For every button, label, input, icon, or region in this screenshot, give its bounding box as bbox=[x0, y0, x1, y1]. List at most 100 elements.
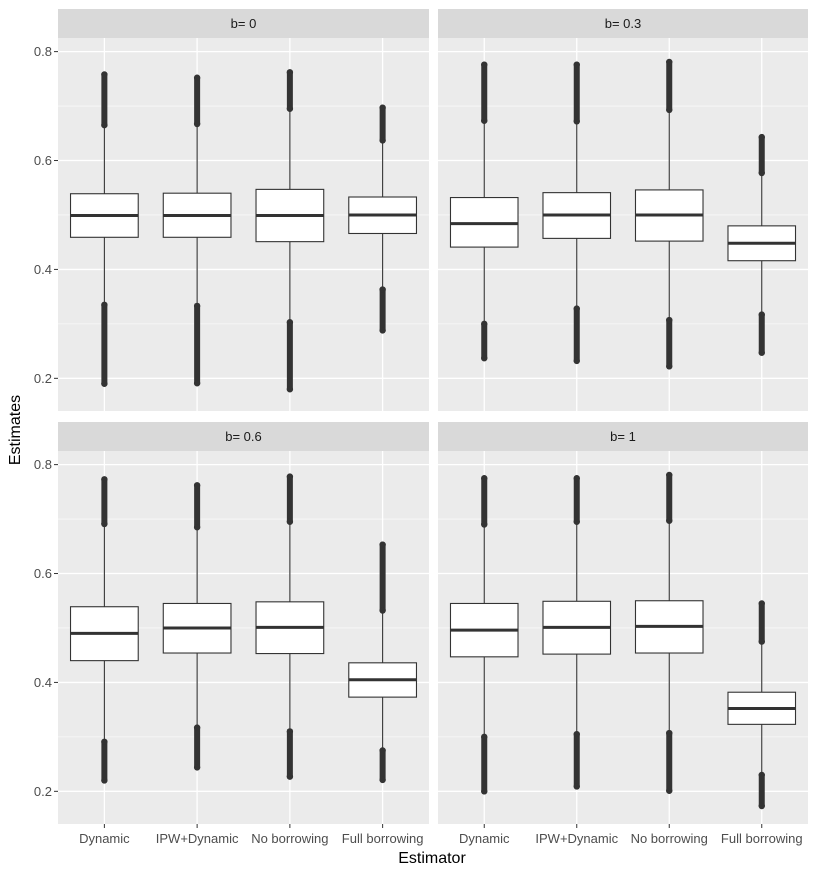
outliers-low-point bbox=[193, 302, 201, 310]
facet-strip bbox=[438, 422, 808, 451]
boxplot-ipw-dynamic bbox=[162, 74, 232, 387]
outliers-high-point bbox=[193, 524, 201, 531]
outliers-low-point bbox=[666, 316, 673, 324]
outliers-high-point bbox=[481, 117, 488, 124]
boxplot-no-borrowing bbox=[634, 471, 704, 794]
outliers-low-point bbox=[286, 319, 294, 326]
outliers-high-point bbox=[379, 137, 386, 144]
boxplot-full-borrowing bbox=[727, 600, 797, 810]
outliers-high-point bbox=[379, 541, 386, 548]
outliers-high-point bbox=[758, 600, 765, 607]
outliers-low-point bbox=[379, 776, 386, 784]
outliers-high-point bbox=[286, 105, 294, 112]
outliers-high-point bbox=[193, 74, 201, 81]
outliers-high-point bbox=[573, 118, 580, 125]
facet-panel: b= 0.3 bbox=[438, 9, 808, 411]
outliers-low-point bbox=[481, 788, 488, 795]
outliers-low-point bbox=[573, 357, 580, 365]
outliers-high-point bbox=[758, 638, 765, 645]
x-tick-label: Dynamic bbox=[459, 831, 510, 846]
x-axes: Dynamic IPW+Dynamic No borrowing Full borro… bbox=[79, 824, 803, 846]
y-tick-label: 0.8 bbox=[34, 44, 52, 59]
boxplot-full-borrowing bbox=[727, 133, 797, 356]
facet-panel: b= 1 bbox=[438, 422, 808, 824]
y-tick-label: 0.4 bbox=[34, 262, 52, 277]
facet-strip bbox=[58, 9, 429, 38]
outliers-low-point bbox=[379, 747, 386, 754]
boxplot-ipw-dynamic bbox=[542, 475, 612, 790]
facet-strip-label: b= 0.3 bbox=[605, 16, 642, 31]
outliers-high-point bbox=[286, 69, 294, 76]
outliers-high-point bbox=[101, 71, 108, 78]
outliers-low-point bbox=[101, 301, 108, 309]
y-tick-label: 0.2 bbox=[34, 371, 52, 386]
facet-strip bbox=[58, 422, 429, 451]
outliers-low-point bbox=[666, 729, 673, 737]
outliers-low-point bbox=[286, 773, 294, 780]
x-tick-label: IPW+Dynamic bbox=[535, 831, 618, 846]
outliers-high-point bbox=[481, 61, 488, 68]
outliers-low-point bbox=[481, 733, 488, 741]
outliers-low-point bbox=[101, 738, 108, 745]
outliers-high-point bbox=[193, 120, 201, 128]
outliers-low-point bbox=[379, 327, 386, 334]
facet-strip bbox=[438, 9, 808, 38]
outliers-low-point bbox=[481, 320, 488, 328]
boxplot-full-borrowing bbox=[348, 541, 418, 784]
boxplot-dynamic bbox=[69, 476, 139, 784]
outliers-high-point bbox=[379, 104, 386, 111]
y-tick-label: 0.2 bbox=[34, 784, 52, 799]
outliers-low-point bbox=[758, 771, 765, 779]
facet-panel: b= 0 bbox=[58, 9, 429, 411]
facet-strip-label: b= 0 bbox=[231, 16, 257, 31]
y-tick-label: 0.6 bbox=[34, 153, 52, 168]
outliers-low-point bbox=[379, 286, 386, 293]
x-tick-label: No borrowing bbox=[251, 831, 328, 846]
outliers-high-point bbox=[101, 520, 108, 528]
outliers-low-point bbox=[758, 311, 765, 318]
outliers-low-point bbox=[193, 764, 201, 771]
boxplot-dynamic bbox=[449, 475, 519, 795]
x-tick-label: Dynamic bbox=[79, 831, 130, 846]
outliers-low-point bbox=[193, 380, 201, 387]
outliers-high-point bbox=[666, 471, 673, 479]
y-tick-label: 0.8 bbox=[34, 457, 52, 472]
y-tick-label: 0.4 bbox=[34, 675, 52, 690]
outliers-high-point bbox=[666, 58, 673, 66]
outliers-high-point bbox=[758, 169, 765, 177]
outliers-high-point bbox=[573, 61, 580, 68]
outliers-high-point bbox=[379, 607, 386, 614]
outliers-low-point bbox=[573, 730, 580, 738]
x-axis-title: Estimator bbox=[398, 850, 466, 867]
outliers-high-point bbox=[101, 121, 108, 129]
outliers-low-point bbox=[286, 728, 294, 735]
outliers-high-point bbox=[286, 518, 294, 525]
x-tick-label: IPW+Dynamic bbox=[156, 831, 239, 846]
outliers-low-point bbox=[573, 305, 580, 312]
outliers-low-point bbox=[666, 787, 673, 794]
facet-strip-label: b= 0.6 bbox=[225, 429, 262, 444]
outliers-low-point bbox=[573, 783, 580, 790]
facet-panel: b= 0.6 bbox=[58, 422, 429, 824]
outliers-low-point bbox=[193, 724, 201, 731]
facet-panels: b= 0 b= 0.3 b= 0.6 b= 1 bbox=[58, 9, 808, 824]
outliers-high-point bbox=[193, 482, 201, 489]
x-tick-label: Full borrowing bbox=[721, 831, 803, 846]
x-tick-label: Full borrowing bbox=[342, 831, 424, 846]
boxplot-no-borrowing bbox=[255, 69, 325, 393]
outliers-high-point bbox=[481, 475, 488, 482]
boxplot-dynamic bbox=[69, 71, 139, 387]
outliers-high-point bbox=[573, 518, 580, 525]
outliers-high-point bbox=[286, 473, 294, 480]
outliers-high-point bbox=[101, 476, 108, 483]
facet-strip-label: b= 1 bbox=[610, 429, 636, 444]
outliers-low-point bbox=[101, 777, 108, 784]
boxplot-ipw-dynamic bbox=[162, 482, 232, 771]
outliers-high-point bbox=[666, 106, 673, 114]
outliers-high-point bbox=[573, 475, 580, 482]
outliers-high-point bbox=[758, 133, 765, 141]
boxplot-full-borrowing bbox=[348, 104, 418, 334]
outliers-low-point bbox=[758, 802, 765, 810]
y-axis-title: Estimates bbox=[7, 395, 24, 465]
